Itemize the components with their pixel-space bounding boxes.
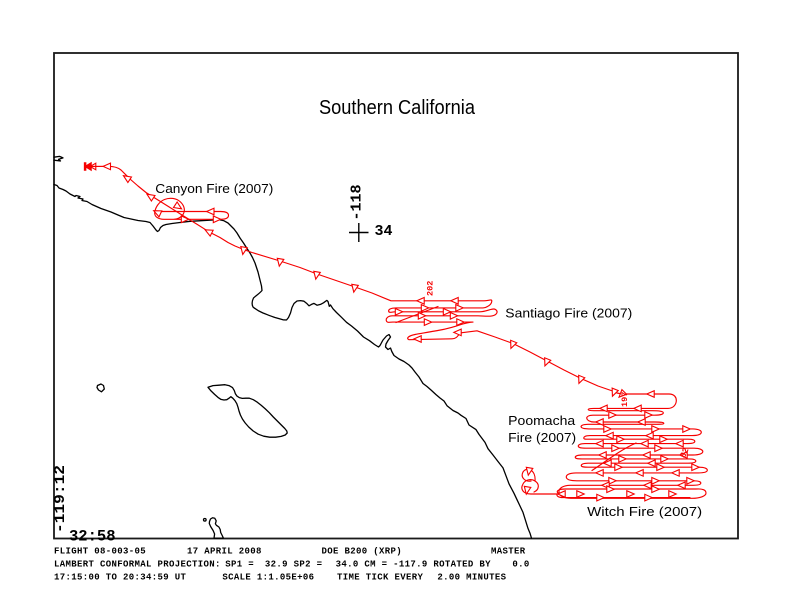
svg-text:Santiago Fire (2007): Santiago Fire (2007): [505, 306, 632, 321]
svg-text:Poomacha: Poomacha: [508, 413, 576, 428]
svg-text:-118: -118: [348, 184, 365, 220]
svg-text:-119:12: -119:12: [52, 465, 69, 533]
svg-text:34: 34: [375, 223, 393, 240]
svg-text:LAMBERT CONFORMAL PROJECTION:S: LAMBERT CONFORMAL PROJECTION: SP1 = 32.9 S…: [54, 560, 530, 570]
svg-text:202: 202: [426, 281, 436, 296]
svg-text:Witch Fire (2007): Witch Fire (2007): [587, 504, 702, 519]
svg-text:Southern California: Southern California: [319, 97, 476, 119]
svg-text:82: 82: [678, 446, 691, 459]
svg-text:197: 197: [620, 392, 630, 407]
svg-text:32:58: 32:58: [69, 528, 116, 546]
svg-text:Canyon Fire (2007): Canyon Fire (2007): [155, 181, 273, 196]
svg-text:Fire (2007): Fire (2007): [508, 430, 576, 445]
